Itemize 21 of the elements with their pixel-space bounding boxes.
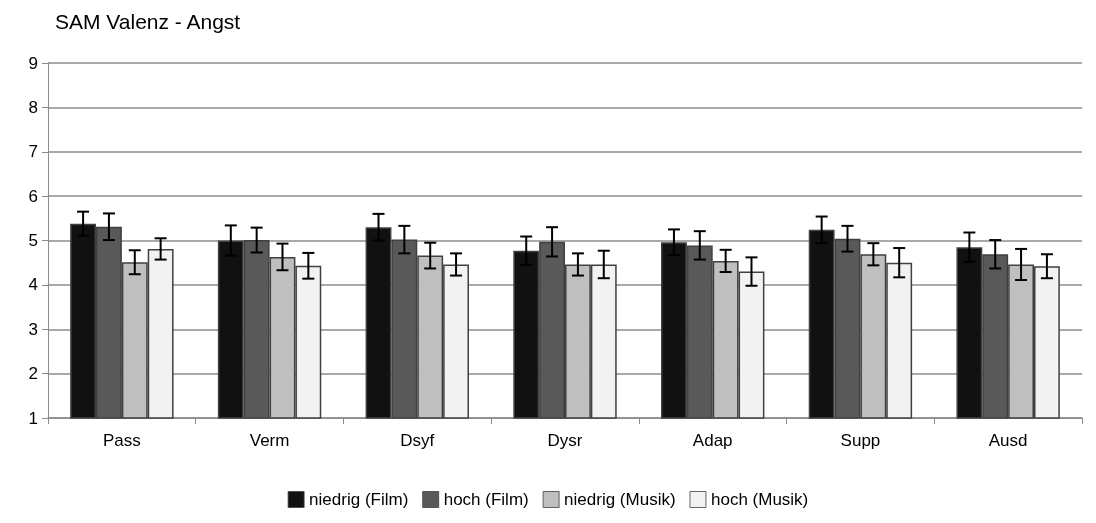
y-tick-label: 5 (28, 231, 38, 250)
y-tick-label: 1 (28, 408, 38, 428)
y-tick-label: 8 (28, 97, 38, 117)
x-tick-label: Pass (102, 431, 141, 450)
x-tick-label: Supp (840, 431, 881, 450)
x-tick-label: Ausd (988, 431, 1028, 450)
y-tick-label: 6 (28, 186, 38, 206)
x-tick-label: Adap (692, 431, 733, 450)
x-tick-label: Dsyf (400, 431, 435, 450)
legend-label: niedrig (Musik) (564, 490, 676, 509)
chart-title: SAM Valenz - Angst (55, 10, 241, 33)
y-tick-label: 4 (28, 275, 38, 295)
y-tick-label: 9 (28, 53, 38, 73)
y-tick-label: 7 (28, 142, 38, 162)
x-tick-label: Dysr (547, 431, 583, 450)
legend-label: niedrig (Film) (309, 490, 409, 509)
legend-label: hoch (Film) (443, 490, 529, 509)
legend-label: hoch (Musik) (710, 490, 809, 509)
x-tick-label: Verm (249, 431, 290, 450)
y-tick-label: 2 (28, 364, 38, 384)
y-tick-label: 3 (28, 319, 38, 339)
